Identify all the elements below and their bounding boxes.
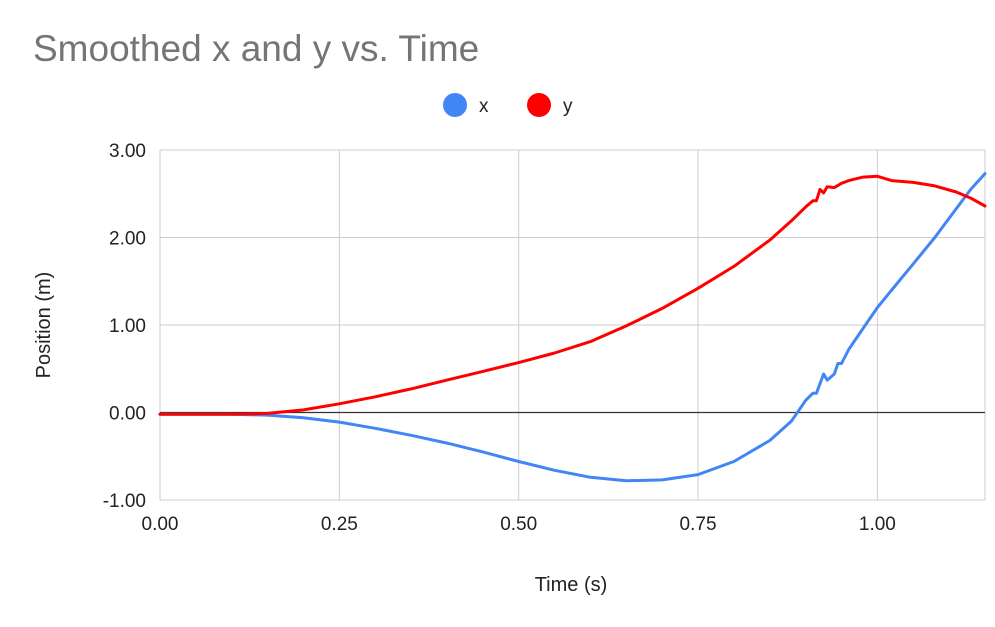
chart-title: Smoothed x and y vs. Time — [33, 28, 480, 69]
x-tick-label: 0.00 — [142, 514, 179, 535]
series-line-y — [158, 174, 987, 416]
legend-marker-y[interactable] — [527, 93, 551, 117]
tick-labels: 0.00 0.25 0.50 0.75 1.00-1.000.001.002.003.0… — [103, 141, 896, 535]
x-tick-label: 0.75 — [680, 514, 717, 535]
legend-marker-x[interactable] — [443, 93, 467, 117]
y-tick-label: 0.00 — [109, 404, 146, 425]
gridlines — [159, 149, 986, 501]
x-axis-title: Time (s) — [535, 574, 608, 596]
y-tick-label: 2.00 — [109, 229, 146, 250]
y-tick-label: 1.00 — [109, 316, 146, 337]
y-axis-title: Position (m) — [33, 272, 55, 379]
legend-label-y: y — [563, 96, 573, 117]
series-lines — [158, 172, 987, 483]
y-tick-label: 3.00 — [109, 141, 146, 162]
series-line-x — [158, 172, 987, 483]
x-tick-label: 0.25 — [321, 514, 358, 535]
x-tick-label: 0.50 — [500, 514, 537, 535]
y-tick-label: -1.00 — [103, 491, 146, 512]
x-tick-label: 1.00 — [859, 514, 896, 535]
legend-label-x: x — [479, 96, 489, 117]
legend: x y — [443, 93, 573, 117]
